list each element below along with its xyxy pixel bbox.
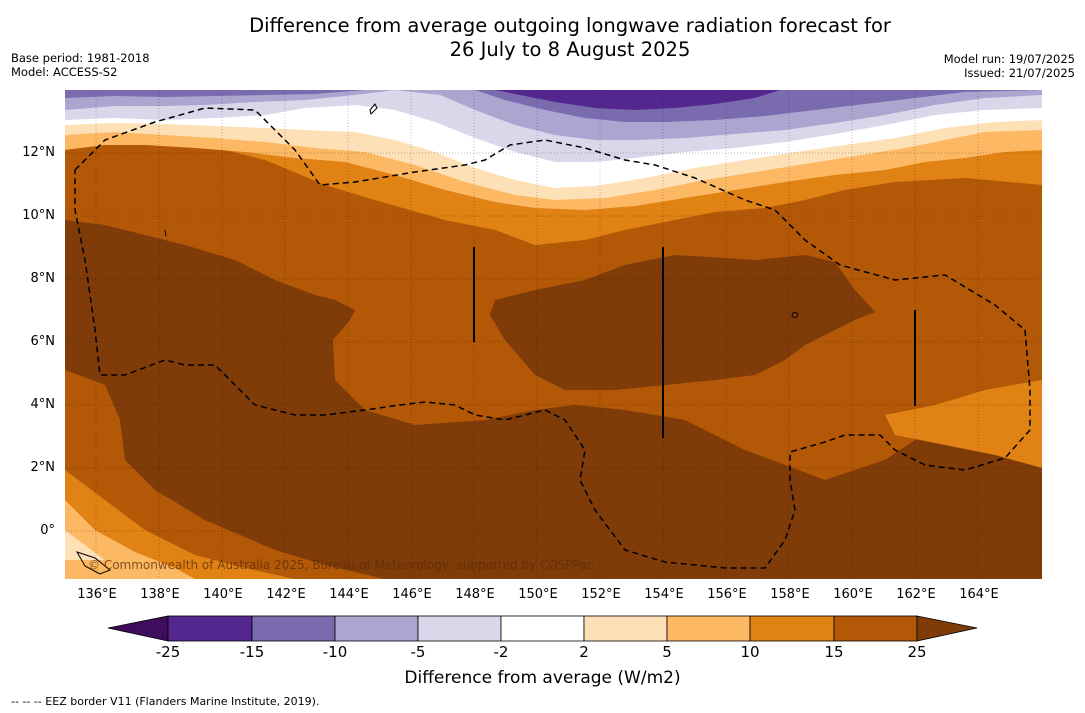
colorbar-bin-minus10-5: [334, 615, 419, 642]
lon-label-146e: 146°E: [392, 587, 432, 602]
eez-legend: -- -- -- EEZ border V11 (Flanders Marine…: [11, 695, 320, 708]
band-plus2-5-sw: [65, 530, 105, 560]
colorbar-bin-plus15-25: [833, 615, 918, 642]
colorbar-tick-minus5: -5: [410, 643, 426, 661]
lon-label-148e: 148°E: [455, 587, 495, 602]
issued-text: Issued: 21/07/2025: [964, 66, 1075, 80]
lat-label-8n: 8°N: [30, 271, 56, 286]
band-minus15-10: [65, 90, 1042, 122]
colorbar-tick-25: 25: [907, 643, 927, 661]
colorbar-tick-15: 15: [824, 643, 844, 661]
colorbar-tick-minus25: -25: [155, 643, 181, 661]
lon-label-152e: 152°E: [581, 587, 621, 602]
colorbar-bin-minus15-10: [251, 615, 336, 642]
lon-label-150e: 150°E: [518, 587, 558, 602]
lat-label-6n: 6°N: [30, 334, 56, 349]
model-run-text: Model run: 19/07/2025: [943, 52, 1075, 66]
band-plus25-center: [490, 255, 875, 390]
model-text: Model: ACCESS-S2: [11, 65, 118, 79]
lon-label-140e: 140°E: [203, 587, 243, 602]
copyright-watermark: © Commonwealth of Australia 2025, Bureau…: [88, 558, 594, 572]
colorbar-tick-minus2: -2: [493, 643, 509, 661]
title-line-2: 26 July to 8 August 2025: [449, 38, 691, 61]
band-plus10-15-east: [885, 380, 1042, 468]
colorbar: [107, 615, 978, 642]
lat-label-4n: 4°N: [30, 397, 56, 412]
lon-label-160e: 160°E: [833, 587, 873, 602]
lon-label-162e: 162°E: [896, 587, 936, 602]
map-title: Difference from average outgoing longwav…: [0, 14, 1085, 62]
lon-label-136e: 136°E: [77, 587, 117, 602]
meta-right: Model run: 19/07/2025 Issued: 21/07/2025: [944, 52, 1075, 80]
colorbar-bin-minus2-2: [500, 615, 585, 642]
small-islands: [75, 103, 799, 575]
lon-label-156e: 156°E: [707, 587, 747, 602]
title-line-1: Difference from average outgoing longwav…: [249, 14, 891, 37]
band-minus25-15: [495, 90, 780, 110]
colorbar-bin-minus25-15: [167, 615, 253, 642]
colorbar-bin-plus2-5: [583, 615, 668, 642]
lon-label-144e: 144°E: [329, 587, 369, 602]
eez-border: [74, 107, 1031, 569]
lon-label-142e: 142°E: [266, 587, 306, 602]
lat-label-10n: 10°N: [22, 208, 55, 223]
meta-left: Base period: 1981-2018 Model: ACCESS-S2: [11, 51, 150, 79]
band-plus15-25-sw: [65, 370, 385, 579]
colorbar-bin-minus5-2: [417, 615, 502, 642]
lat-label-12n: 12°N: [22, 145, 55, 160]
olr-anomaly-map: [65, 90, 1042, 579]
colorbar-tick-minus15: -15: [239, 643, 265, 661]
colorbar-label: Difference from average (W/m2): [404, 668, 681, 688]
lon-label-158e: 158°E: [770, 587, 810, 602]
colorbar-bin-plus10-15: [749, 615, 835, 642]
lon-label-138e: 138°E: [140, 587, 180, 602]
lon-label-164e: 164°E: [959, 587, 999, 602]
lat-label-0: 0°: [40, 523, 55, 538]
colorbar-tick-2: 2: [579, 643, 589, 661]
colorbar-tick-10: 10: [740, 643, 760, 661]
colorbar-bin-plus5-10: [666, 615, 751, 642]
colorbar-tick-minus10: -10: [322, 643, 348, 661]
lon-label-154e: 154°E: [644, 587, 684, 602]
colorbar-min-arrow: [107, 615, 169, 642]
graticule: [65, 90, 1042, 579]
lat-label-2n: 2°N: [30, 460, 56, 475]
base-period-text: Base period: 1981-2018: [11, 51, 150, 65]
eez-border-palau-fsm-west: [74, 107, 1031, 569]
colorbar-tick-5: 5: [662, 643, 672, 661]
colorbar-max-arrow: [916, 615, 978, 642]
island-lines: [473, 247, 916, 438]
